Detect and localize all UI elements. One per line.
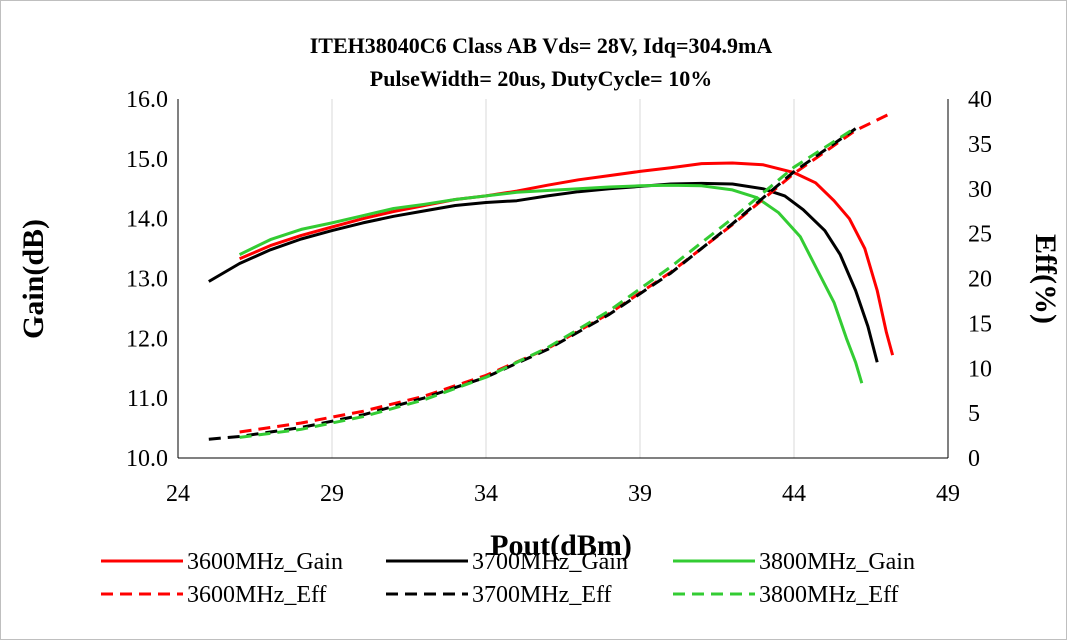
- x-tick-label: 39: [628, 481, 652, 507]
- y-tick-label: 14.0: [126, 207, 168, 233]
- x-tick-label: 44: [782, 481, 806, 507]
- x-tick-label: 24: [166, 481, 190, 507]
- y-tick-label: 11.0: [127, 386, 168, 412]
- y2-tick-label: 30: [968, 177, 992, 203]
- y2-axis-title: Eff(%): [1029, 234, 1062, 324]
- y2-tick-label: 40: [968, 87, 992, 113]
- y-tick-label: 13.0: [126, 267, 168, 293]
- x-tick-label: 34: [474, 481, 498, 507]
- y-tick-label: 10.0: [126, 446, 168, 472]
- y2-tick-label: 15: [968, 311, 992, 337]
- legend-label: 3800MHz_Gain: [759, 549, 915, 575]
- legend-label: 3700MHz_Eff: [472, 582, 612, 608]
- x-tick-label: 29: [320, 481, 344, 507]
- y2-tick-label: 5: [968, 401, 980, 427]
- legend-label: 3600MHz_Eff: [187, 582, 327, 608]
- series-line-3800mhz-eff: [239, 126, 857, 439]
- y-axis-title: Gain(dB): [17, 219, 50, 339]
- y2-tick-label: 0: [968, 446, 980, 472]
- legend-label: 3700MHz_Gain: [472, 549, 628, 575]
- legend-label: 3600MHz_Gain: [187, 549, 343, 575]
- series-line-3600mhz-eff: [239, 111, 894, 434]
- x-tick-label: 49: [936, 481, 960, 507]
- chart-subtitle: PulseWidth= 20us, DutyCycle= 10%: [370, 66, 712, 91]
- series-line-3700mhz-eff: [208, 127, 857, 441]
- series-line-3800mhz-gain: [238, 183, 864, 384]
- x-axis-title: Pout(dBm): [490, 529, 632, 562]
- y2-tick-label: 35: [968, 132, 992, 158]
- chart-title: ITEH38040C6 Class AB Vds= 28V, Idq=304.9…: [310, 33, 773, 58]
- y2-tick-label: 10: [968, 356, 992, 382]
- series-line-3700mhz-gain: [208, 181, 879, 363]
- y2-tick-label: 20: [968, 267, 992, 293]
- legend-label: 3800MHz_Eff: [759, 582, 899, 608]
- y-tick-label: 16.0: [126, 87, 168, 113]
- series-line-3600mhz-gain: [239, 161, 895, 356]
- y-tick-label: 12.0: [126, 326, 168, 352]
- y2-tick-label: 25: [968, 222, 992, 248]
- y-tick-label: 15.0: [126, 147, 168, 173]
